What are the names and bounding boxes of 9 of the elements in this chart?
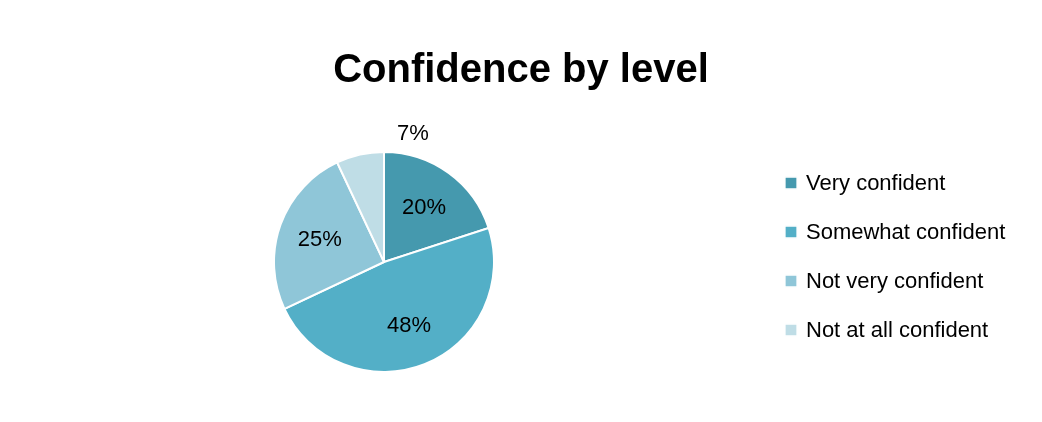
legend-label: Very confident xyxy=(806,170,946,195)
chart-title: Confidence by level xyxy=(333,46,709,90)
data-label: 7% xyxy=(396,120,429,146)
data-label: 25% xyxy=(297,225,342,251)
legend-label: Not at all confident xyxy=(806,317,989,342)
legend-label: Somewhat confident xyxy=(806,219,1006,244)
legend-label: Not very confident xyxy=(806,268,984,293)
data-label: 20% xyxy=(402,193,447,219)
data-label: 48% xyxy=(387,312,432,338)
